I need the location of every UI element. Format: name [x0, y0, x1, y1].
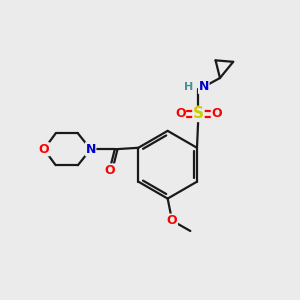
Text: S: S	[193, 106, 204, 122]
Text: N: N	[85, 143, 96, 156]
Text: O: O	[104, 164, 115, 177]
Text: N: N	[199, 80, 209, 93]
Text: H: H	[184, 82, 194, 92]
Text: O: O	[167, 214, 177, 227]
Text: O: O	[175, 107, 185, 120]
Text: O: O	[212, 107, 222, 120]
Text: O: O	[39, 143, 49, 156]
